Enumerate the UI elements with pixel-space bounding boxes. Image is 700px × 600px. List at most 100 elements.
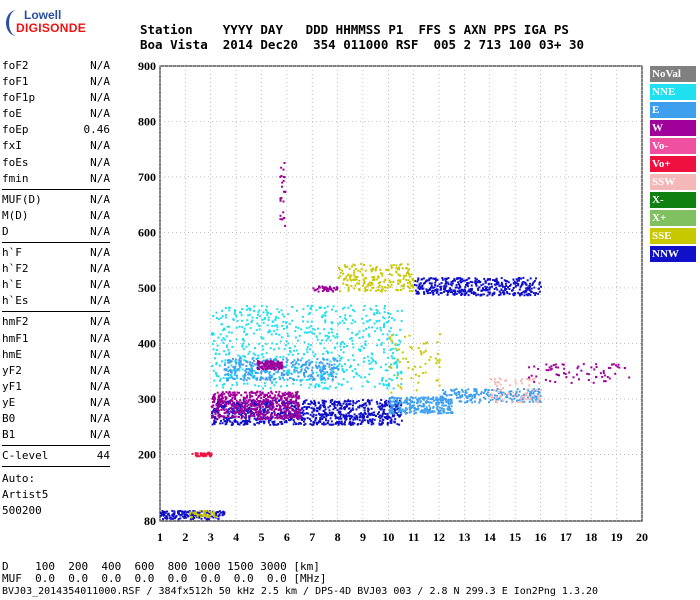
echo-point	[213, 515, 215, 517]
echo-point	[497, 282, 500, 285]
echo-point	[291, 361, 294, 363]
echo-point	[346, 265, 349, 268]
y-tick-label: 400	[138, 336, 156, 350]
echo-point	[517, 394, 520, 396]
echo-point	[249, 404, 252, 407]
x-tick-label: 8	[335, 530, 341, 544]
echo-point	[305, 379, 308, 381]
echo-point	[396, 397, 399, 399]
echo-point	[453, 392, 456, 395]
echo-point	[272, 405, 275, 408]
echo-point	[399, 328, 402, 331]
echo-point	[191, 452, 194, 455]
param-label: yF2	[2, 363, 22, 377]
echo-point	[616, 365, 619, 368]
echo-point	[225, 335, 228, 338]
echo-point	[446, 281, 449, 284]
echo-point	[484, 289, 487, 292]
echo-point	[305, 327, 308, 330]
echo-point	[390, 379, 393, 381]
echo-point	[473, 388, 476, 390]
echo-point	[240, 394, 243, 397]
echo-point	[362, 414, 365, 417]
echo-point	[307, 313, 310, 316]
echo-point	[230, 423, 233, 426]
param-row: foF1p N/A	[2, 90, 110, 106]
echo-point	[387, 320, 390, 323]
echo-point	[487, 391, 490, 394]
echo-point	[326, 358, 329, 361]
echo-point	[500, 288, 503, 291]
echo-point	[518, 277, 521, 280]
echo-point	[523, 388, 525, 391]
echo-point	[210, 452, 213, 455]
echo-point	[411, 278, 414, 281]
echo-point	[369, 413, 372, 416]
echo-point	[210, 454, 213, 457]
echo-point	[285, 393, 288, 395]
echo-point	[515, 284, 518, 287]
echo-point	[516, 388, 519, 391]
echo-point	[432, 277, 435, 280]
echo-point	[303, 368, 306, 371]
echo-point	[247, 399, 250, 402]
echo-point	[232, 408, 235, 411]
echo-point	[213, 422, 216, 425]
echo-point	[471, 397, 474, 400]
echo-point	[363, 409, 366, 412]
echo-point	[239, 408, 241, 411]
echo-point	[259, 379, 262, 381]
echo-point	[314, 418, 317, 421]
echo-point	[368, 418, 371, 421]
echo-point	[271, 397, 273, 400]
echo-point	[330, 351, 333, 354]
echo-point	[285, 372, 288, 375]
echo-point	[527, 398, 530, 401]
echo-point	[519, 286, 522, 289]
echo-point	[319, 416, 322, 419]
echo-point	[340, 407, 343, 410]
param-label: fmin	[2, 171, 29, 185]
echo-point	[247, 314, 250, 317]
echo-point	[311, 415, 314, 418]
echo-point	[288, 347, 291, 349]
echo-point	[501, 398, 504, 401]
echo-point	[261, 337, 263, 340]
echo-point	[416, 292, 419, 295]
legend-item: W	[650, 120, 696, 136]
echo-point	[500, 388, 503, 391]
echo-point	[249, 363, 251, 366]
echo-point	[327, 373, 330, 376]
echo-point	[289, 377, 291, 380]
echo-point	[379, 417, 382, 420]
echo-point	[286, 359, 289, 361]
echo-point	[316, 367, 319, 370]
echo-point	[305, 363, 308, 366]
echo-point	[539, 401, 542, 403]
echo-point	[377, 339, 380, 341]
echo-point	[230, 376, 233, 379]
echo-point	[445, 277, 448, 280]
echo-point	[220, 339, 223, 342]
echo-point	[306, 406, 309, 409]
echo-point	[237, 354, 240, 357]
echo-point	[192, 511, 195, 514]
echo-point	[250, 407, 253, 410]
echo-point	[367, 381, 370, 384]
echo-point	[409, 408, 411, 411]
echo-point	[253, 305, 256, 308]
echo-point	[344, 406, 347, 409]
echo-point	[235, 326, 238, 329]
echo-point	[299, 379, 302, 382]
echo-point	[429, 356, 432, 359]
y-tick-label: 700	[138, 170, 156, 184]
echo-point	[442, 408, 445, 411]
echo-point	[538, 281, 541, 284]
echo-point	[337, 276, 340, 279]
echo-point	[216, 418, 219, 420]
echo-point	[537, 390, 539, 393]
echo-point	[418, 283, 421, 286]
echo-point	[378, 284, 381, 287]
echo-point	[287, 403, 290, 406]
echo-point	[595, 376, 597, 379]
